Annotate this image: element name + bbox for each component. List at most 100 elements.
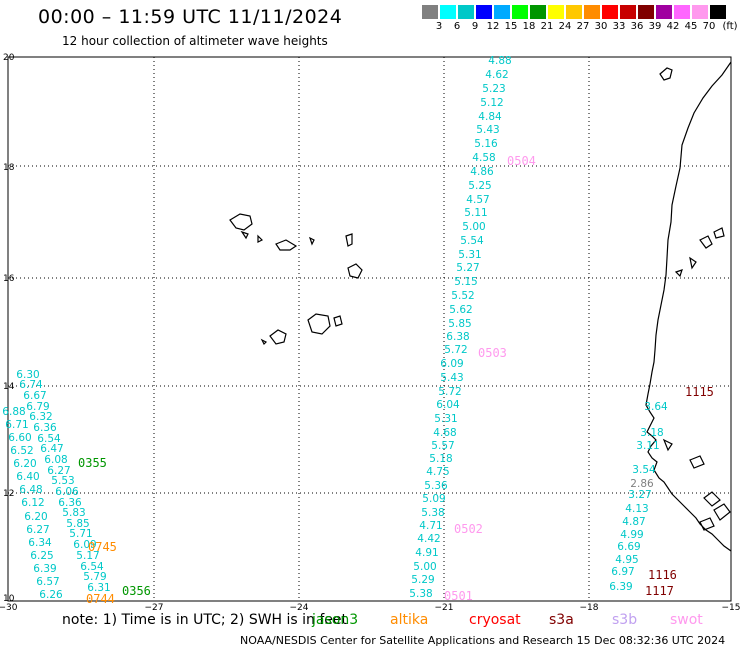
- wave-height-value: 6.71: [5, 419, 28, 431]
- pass-time-label: 0502: [454, 522, 483, 536]
- wave-height-value: 6.88: [2, 406, 25, 418]
- y-tick-label: 18: [3, 163, 15, 173]
- satellite-legend-item: altika: [390, 612, 429, 628]
- wave-height-value: 4.91: [415, 547, 438, 559]
- wave-height-value: 6.27: [26, 524, 49, 536]
- wave-height-value: 5.85: [448, 318, 471, 330]
- satellite-legend-item: swot: [670, 612, 703, 628]
- wave-height-value: 5.62: [449, 304, 472, 316]
- wave-height-value: 3.54: [632, 464, 656, 476]
- scale-swatch: [530, 5, 546, 19]
- note-text: note: 1) Time is in UTC; 2) SWH is in fe…: [62, 612, 348, 628]
- x-tick-label: −27: [145, 603, 164, 613]
- map-subtitle: 12 hour collection of altimeter wave hei…: [62, 34, 328, 48]
- wave-height-value: 5.83: [62, 507, 85, 519]
- wave-height-value: 5.11: [464, 207, 487, 219]
- scale-label: 6: [453, 21, 461, 32]
- scale-swatch: [674, 5, 690, 19]
- scale-unit: (ft): [722, 21, 738, 32]
- footer-credit: NOAA/NESDIS Center for Satellite Applica…: [240, 634, 726, 647]
- wave-height-value: 5.15: [454, 276, 477, 288]
- wave-height-value: 5.38: [409, 588, 432, 600]
- satellite-legend-item: s3a: [549, 612, 574, 628]
- wave-height-value: 6.30: [16, 369, 39, 381]
- wave-height-value: 6.57: [36, 576, 59, 588]
- wave-height-value: 6.52: [10, 445, 33, 457]
- wave-height-value: 5.16: [474, 138, 498, 150]
- wave-height-value: 5.43: [440, 372, 463, 384]
- scale-swatch: [494, 5, 510, 19]
- scale-swatch: [422, 5, 438, 19]
- wave-height-value: 4.75: [426, 466, 449, 478]
- wave-height-value: 6.47: [40, 443, 63, 455]
- wave-height-value: 6.34: [28, 537, 52, 549]
- pass-time-label: 0355: [78, 456, 107, 470]
- scale-swatch: [512, 5, 528, 19]
- wave-height-value: 6.25: [30, 550, 53, 562]
- scale-swatch: [584, 5, 600, 19]
- scale-label: 9: [471, 21, 479, 32]
- wave-height-value: 5.27: [456, 262, 479, 274]
- wave-height-value: 6.54: [80, 561, 104, 573]
- scale-label: 24: [558, 21, 572, 32]
- scale-label: 70: [702, 21, 716, 32]
- scale-label: 39: [648, 21, 662, 32]
- pass-time-label: 0745: [88, 540, 117, 554]
- wave-height-value: 2.86: [630, 478, 654, 490]
- wave-height-value: 5.38: [421, 507, 444, 519]
- scale-label: 27: [576, 21, 590, 32]
- wave-height-value: 5.54: [460, 235, 484, 247]
- x-tick-label: −30: [0, 603, 18, 613]
- scale-swatch: [548, 5, 564, 19]
- scale-swatch: [710, 5, 726, 19]
- wave-height-value: 6.20: [24, 511, 47, 523]
- wave-height-value: 6.31: [87, 582, 110, 594]
- wave-height-value: 5.23: [482, 83, 505, 95]
- x-tick-label: −21: [435, 603, 454, 613]
- wave-height-value: 6.27: [47, 465, 70, 477]
- scale-swatch: [692, 5, 708, 19]
- scale-label: 33: [612, 21, 626, 32]
- y-tick-label: 10: [3, 594, 15, 604]
- y-tick-label: 14: [3, 382, 15, 392]
- wave-height-value: 4.99: [620, 529, 643, 541]
- scale-label: 45: [684, 21, 698, 32]
- wave-height-value: 6.69: [617, 541, 640, 553]
- wave-height-value: 4.88: [488, 55, 511, 67]
- scale-swatch: [476, 5, 492, 19]
- wave-height-value: 6.36: [58, 497, 82, 509]
- scale-swatch: [620, 5, 636, 19]
- wave-height-value: 6.79: [26, 401, 49, 413]
- wave-height-value: 3.11: [636, 440, 659, 452]
- wave-height-value: 4.86: [470, 166, 494, 178]
- wave-height-value: 4.42: [417, 533, 440, 545]
- y-tick-label: 16: [3, 274, 15, 284]
- pass-time-label: 1116: [648, 568, 677, 582]
- wave-height-value: 6.38: [446, 331, 469, 343]
- scale-label: 12: [486, 21, 500, 32]
- pass-time-label: 1115: [685, 385, 714, 399]
- wave-height-value: 4.62: [485, 69, 508, 81]
- wave-height-value: 5.00: [462, 221, 485, 233]
- y-tick-label: 20: [3, 53, 15, 63]
- wave-height-value: 4.57: [466, 194, 489, 206]
- wave-height-value: 6.60: [8, 432, 31, 444]
- wave-height-value: 4.95: [615, 554, 638, 566]
- wave-height-value: 5.31: [458, 249, 481, 261]
- wave-height-value: 6.54: [37, 433, 61, 445]
- scale-label: 21: [540, 21, 554, 32]
- scale-label: 30: [594, 21, 608, 32]
- x-tick-label: −18: [580, 603, 599, 613]
- wave-height-value: 6.48: [19, 484, 42, 496]
- wave-height-value: 5.43: [476, 124, 499, 136]
- wave-height-value: 5.85: [66, 518, 89, 530]
- wave-height-value: 5.29: [411, 574, 434, 586]
- wave-height-value: 3.27: [628, 489, 651, 501]
- scale-swatch: [566, 5, 582, 19]
- wave-height-value: 5.31: [434, 413, 457, 425]
- wave-height-value: 6.74: [19, 379, 43, 391]
- scale-swatch: [656, 5, 672, 19]
- satellite-legend-item: cryosat: [469, 612, 521, 628]
- pass-time-label: 0356: [122, 584, 151, 598]
- scale-swatch: [602, 5, 618, 19]
